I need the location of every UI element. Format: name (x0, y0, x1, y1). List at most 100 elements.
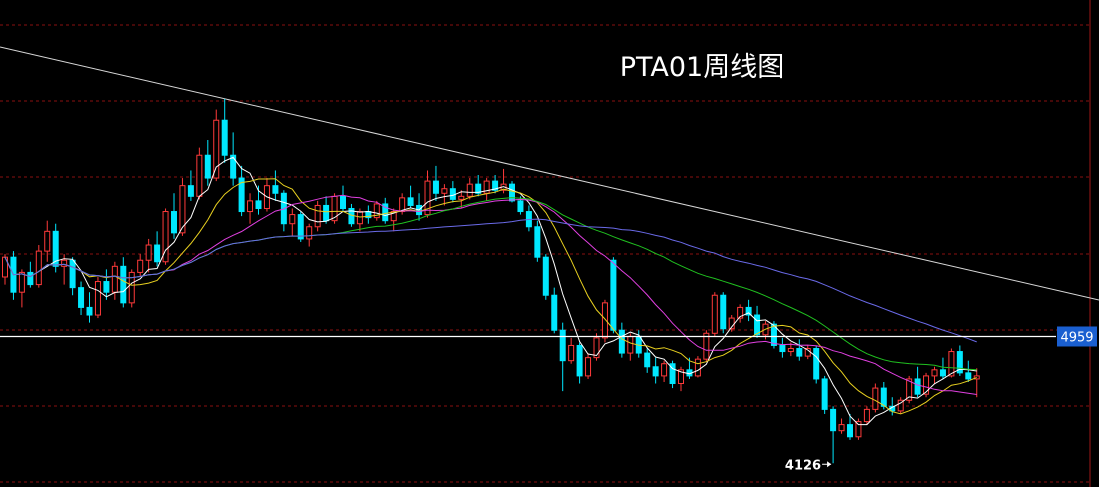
candle-body (703, 332, 710, 360)
candle-body (297, 214, 304, 240)
candle-body (221, 119, 228, 156)
candle-body (838, 424, 845, 432)
candle-body (373, 203, 380, 219)
candle-body (863, 408, 870, 423)
candle-body (644, 352, 651, 368)
candle-body (35, 250, 42, 286)
candle-body (956, 351, 963, 374)
candle-body (137, 259, 144, 273)
candle-body (509, 183, 515, 202)
plot: 4959 4126 (0, 98, 1097, 473)
candle-body (585, 357, 592, 377)
candle-body (424, 180, 431, 216)
candle-body (694, 358, 701, 377)
candle-body (238, 177, 245, 213)
candle-body (745, 306, 752, 316)
candle-body (914, 378, 921, 395)
candle-body (145, 244, 152, 261)
candle-body (179, 185, 186, 234)
price-label: 4959 (1060, 330, 1093, 345)
candle-body (678, 369, 684, 385)
candle-body (669, 363, 676, 385)
candle-body (517, 200, 524, 213)
candle-body (939, 369, 946, 377)
candle-body (306, 226, 313, 240)
candle-body (973, 375, 980, 380)
candle-body (627, 335, 634, 354)
candle-body (52, 230, 59, 267)
candle-body (323, 204, 330, 222)
candle-body (923, 375, 930, 395)
candle-body (18, 271, 25, 293)
candle-body (601, 302, 608, 339)
candle-body (2, 256, 8, 278)
candle-body (128, 271, 135, 304)
candle-body (830, 408, 837, 432)
candle-body (610, 259, 617, 331)
moving-average (4, 178, 977, 415)
candle-body (576, 344, 583, 377)
moving-average (4, 218, 977, 343)
candle-body (356, 211, 363, 225)
candle-body (407, 197, 414, 206)
candle-body (796, 348, 803, 357)
candle-body (906, 378, 913, 401)
candle-body (711, 294, 718, 334)
candle-body (441, 188, 448, 194)
candle-body (196, 154, 203, 197)
candle-body (154, 244, 161, 263)
candle-body (78, 287, 85, 308)
candle-body (111, 265, 118, 293)
candle-body (44, 230, 51, 252)
candle-body (171, 211, 177, 234)
candle-body (94, 281, 101, 316)
candle-body (255, 200, 262, 209)
candle-body (340, 195, 346, 209)
candle-body (754, 314, 761, 336)
low-label: 4126 (785, 458, 821, 473)
candle-body (661, 363, 668, 377)
candle-body (965, 372, 972, 380)
candle-body (813, 348, 820, 380)
candle-body (187, 185, 194, 197)
candle-body (162, 211, 169, 263)
candle-body (652, 366, 659, 377)
candle-body (931, 369, 938, 377)
candle-body (466, 183, 473, 197)
candle-body (120, 265, 127, 304)
candle-body (382, 203, 389, 222)
candle-body (492, 180, 499, 191)
candle-body (618, 329, 625, 354)
candle-body (534, 226, 541, 258)
candle-body (289, 214, 296, 225)
candle-body (86, 306, 93, 316)
candle-body (432, 180, 439, 194)
candle-body (948, 351, 955, 377)
candle-body (787, 348, 794, 353)
candle-body (230, 154, 237, 179)
candle-body (770, 323, 777, 346)
candle-body (213, 119, 220, 179)
candle-body (247, 200, 254, 213)
candle-body (737, 306, 744, 319)
price-tag (1057, 326, 1097, 347)
candle-body (272, 185, 279, 194)
candle-body (855, 421, 862, 438)
moving-average (4, 156, 977, 426)
candle-body (542, 256, 549, 296)
candle-body (103, 281, 110, 293)
candle-body (449, 188, 456, 200)
candle-body (897, 399, 904, 412)
candle-body (720, 294, 727, 330)
candle-body (27, 271, 34, 286)
candle-body (847, 424, 853, 438)
candle-body (559, 329, 566, 362)
candle-body (475, 183, 482, 194)
chart-title: PTA01周线图 (620, 52, 785, 83)
candle-body (458, 195, 465, 200)
candle-body (872, 387, 879, 410)
candle-body (204, 154, 211, 179)
